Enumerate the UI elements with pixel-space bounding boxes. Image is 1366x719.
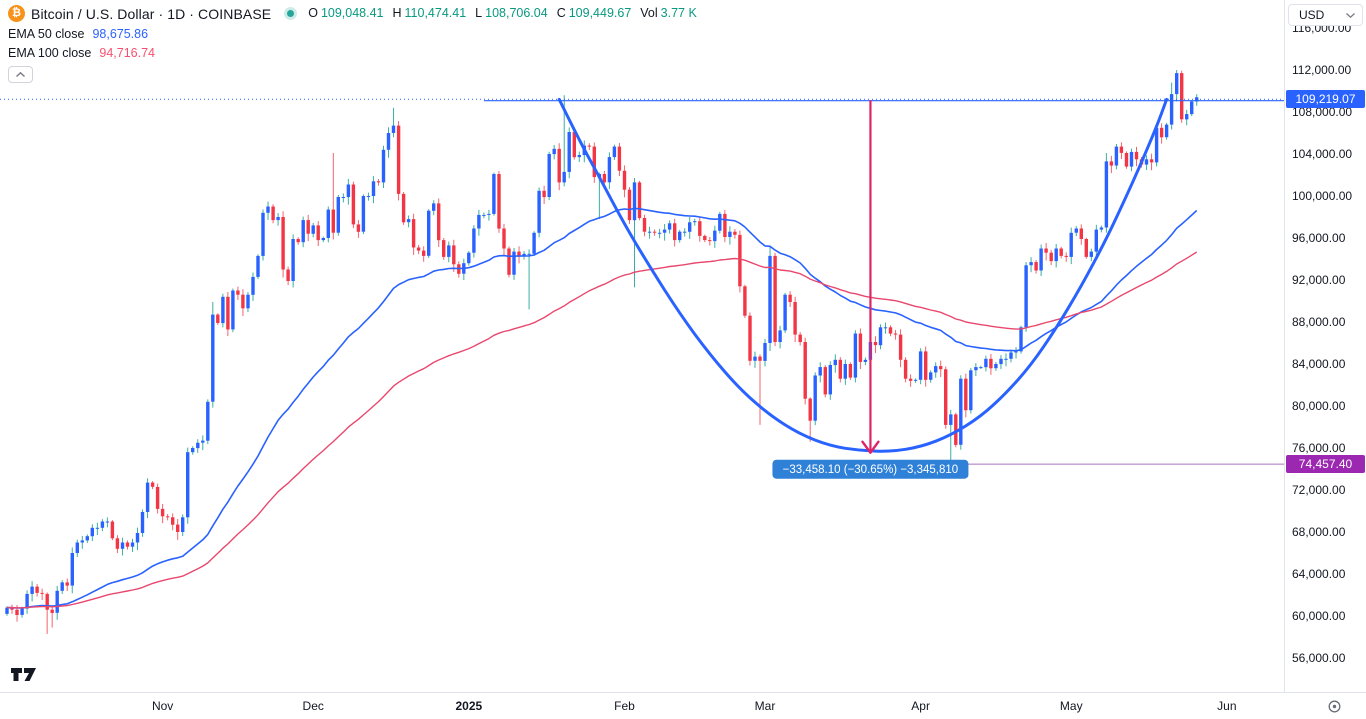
measure-label-badge[interactable] <box>772 459 969 479</box>
chevron-down-icon <box>1346 12 1355 18</box>
time-tick-label: May <box>1059 699 1083 713</box>
gear-icon[interactable] <box>1327 699 1342 719</box>
low-value: 108,706.04 <box>485 6 548 21</box>
ema100-label: EMA 100 close <box>8 45 92 60</box>
open-value: 109,048.41 <box>320 6 384 21</box>
ohlc-values: O 109,048.41 H 110,474.41 L 108,706.04 C 109… <box>308 7 697 20</box>
time-tick-label: Feb <box>614 699 635 713</box>
time-axis[interactable]: Nov Dec 2025 Feb Mar Apr May Jun <box>0 692 1366 719</box>
price-tick-label: 88,000.00 <box>1292 315 1346 329</box>
chevron-up-icon <box>16 72 25 77</box>
market-status-icon[interactable] <box>287 10 295 17</box>
measure-label-text: −33,458.10 (−30.65%) −3,345,810 <box>783 464 959 476</box>
price-tick-label: 68,000.00 <box>1292 525 1346 539</box>
open-label: O <box>308 6 318 21</box>
low-label: L <box>475 6 483 21</box>
ema-100-line[interactable] <box>7 251 1198 609</box>
bitcoin-icon: ₿ <box>8 5 25 22</box>
price-tick-label: 96,000.00 <box>1292 231 1346 245</box>
indicator-ema50-row[interactable]: EMA 50 close 98,675.86 <box>8 28 697 41</box>
price-tick-label: 60,000.00 <box>1292 609 1346 623</box>
time-tick-label: Mar <box>754 699 776 713</box>
price-tick-label: 92,000.00 <box>1292 273 1346 287</box>
price-tick-label: 72,000.00 <box>1292 483 1346 497</box>
price-axis[interactable]: 116,000.00 112,000.00 108,000.00 104,000.00… <box>1284 0 1366 692</box>
candlestick-chart[interactable]: −33,458.10 (−30.65%) −3,345,810 <box>0 0 1284 692</box>
price-tick-label: 64,000.00 <box>1292 567 1346 581</box>
time-tick-label: Nov <box>151 699 174 713</box>
curve-drawing[interactable] <box>557 97 1169 453</box>
currency-toggle-button[interactable]: USD <box>1288 4 1363 26</box>
time-tick-label: Dec <box>302 699 324 713</box>
symbol-title[interactable]: Bitcoin / U.S. Dollar · 1D · COINBASE <box>31 5 272 22</box>
price-tick-label: 76,000.00 <box>1292 441 1346 455</box>
high-value: 110,474.41 <box>404 6 467 21</box>
tradingview-logo-icon <box>11 668 36 681</box>
ema-50-line[interactable] <box>6 207 1198 609</box>
ema100-value: 94,716.74 <box>99 45 155 60</box>
price-tick-label: 100,000.00 <box>1292 189 1353 203</box>
chart-legend: ₿ Bitcoin / U.S. Dollar · 1D · COINBASE … <box>8 5 697 83</box>
legend-collapse-button[interactable] <box>8 66 33 83</box>
price-axis-badge: 109,219.07 <box>1286 90 1365 109</box>
chart-plot-area[interactable]: −33,458.10 (−30.65%) −3,345,810 ₿ Bitcoi… <box>0 0 1284 692</box>
price-tick-label: 112,000.00 <box>1292 63 1352 77</box>
tradingview-logo[interactable] <box>10 665 38 685</box>
price-tick-label: 56,000.00 <box>1292 651 1346 665</box>
volume-label: Vol <box>640 6 658 21</box>
symbol-row: ₿ Bitcoin / U.S. Dollar · 1D · COINBASE … <box>8 5 697 22</box>
price-axis-badge: 74,457.40 <box>1286 455 1365 474</box>
close-value: 109,449.67 <box>568 6 632 21</box>
price-tick-label: 108,000.00 <box>1292 105 1353 119</box>
price-tick-label: 104,000.00 <box>1292 147 1353 161</box>
ema50-label: EMA 50 close <box>8 27 85 41</box>
price-tick-label: 84,000.00 <box>1292 357 1346 371</box>
ema50-value: 98,675.86 <box>92 27 149 41</box>
indicator-ema100-row[interactable]: EMA 100 close 94,716.74 <box>8 45 697 60</box>
currency-label: USD <box>1299 8 1325 22</box>
time-tick-label: 2025 <box>455 699 483 713</box>
measure-arrow-head <box>861 440 880 454</box>
price-tick-label: 80,000.00 <box>1292 399 1346 413</box>
high-label: H <box>392 6 402 21</box>
time-tick-label: Jun <box>1217 699 1237 713</box>
volume-value: 3.77 K <box>660 6 697 21</box>
candles <box>5 70 1199 634</box>
time-tick-label: Apr <box>911 699 930 713</box>
close-label: C <box>556 6 566 21</box>
